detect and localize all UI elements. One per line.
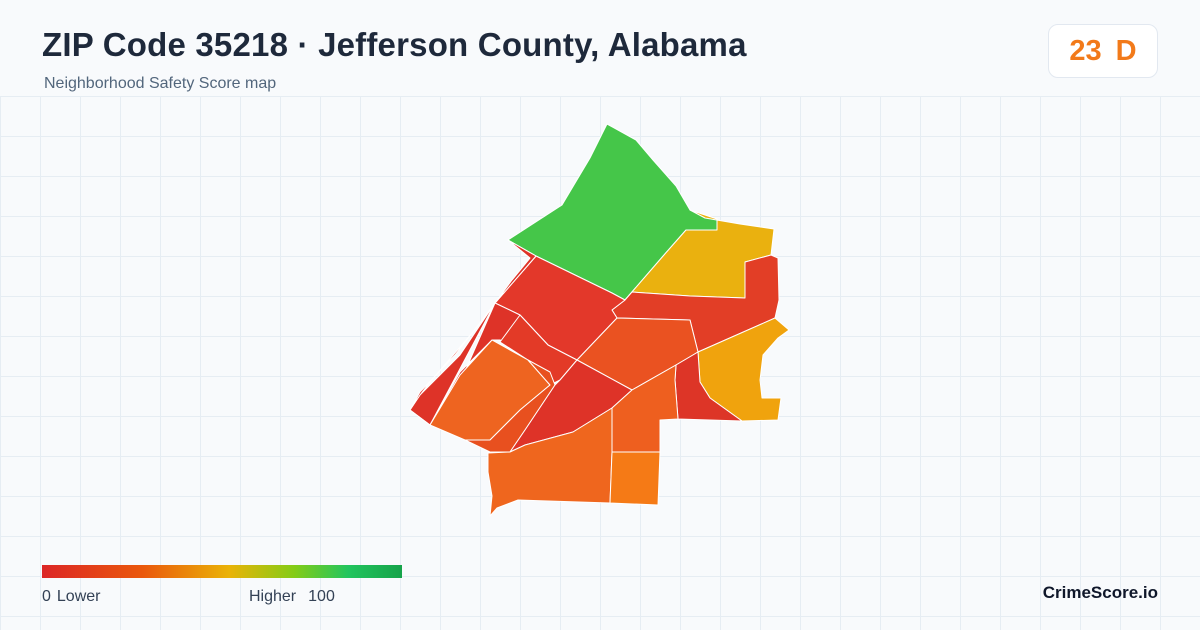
legend-min-value: 0 [42, 588, 51, 605]
legend-min-label: Lower [56, 588, 101, 605]
score-grade: D [1115, 34, 1137, 67]
region-south-east-small[interactable] [609, 451, 661, 506]
brand-logo-text[interactable]: CrimeScore.io [1042, 583, 1158, 602]
page-subtitle: Neighborhood Safety Score map [44, 75, 277, 92]
legend-max: Higher 100 [249, 588, 335, 606]
score-value: 23 [1069, 34, 1102, 67]
legend-max-label: Higher [249, 588, 297, 605]
page-title: ZIP Code 35218 · Jefferson County, Alaba… [42, 26, 747, 63]
legend-min: 0 Lower [42, 588, 106, 606]
legend-max-value: 100 [308, 588, 335, 605]
region-southwest-2[interactable] [464, 359, 556, 453]
header: ZIP Code 35218 · Jefferson County, Alaba… [0, 0, 1200, 97]
region-west-inner[interactable] [499, 314, 578, 386]
legend-gradient-bar [42, 565, 402, 578]
score-badge: 23 D [1048, 24, 1158, 78]
